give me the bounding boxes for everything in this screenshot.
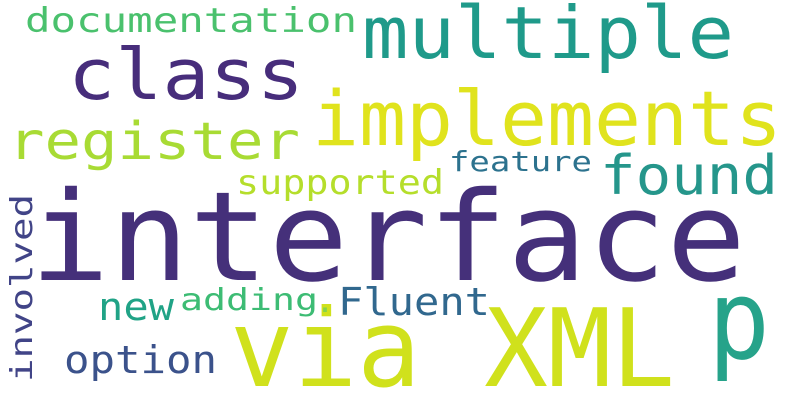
word-new: new [98, 285, 174, 329]
word-dot: . [316, 285, 334, 320]
word-register: register [8, 112, 300, 172]
word-p: p [708, 256, 770, 384]
word-adding: adding [180, 283, 318, 318]
word-documentation: documentation [25, 1, 357, 41]
word-via-xml: via XML [230, 287, 675, 400]
word-supported: supported [236, 163, 444, 203]
word-implements: implements [312, 74, 782, 163]
word-multiple: multiple [362, 0, 734, 75]
word-option: option [64, 338, 217, 382]
word-class: class [68, 34, 304, 116]
word-interface: interface [30, 166, 746, 310]
word-fluent: Fluent [338, 280, 490, 324]
word-found: found [600, 144, 778, 207]
word-involved: involved [5, 194, 40, 382]
word-feature: feature [449, 145, 592, 178]
